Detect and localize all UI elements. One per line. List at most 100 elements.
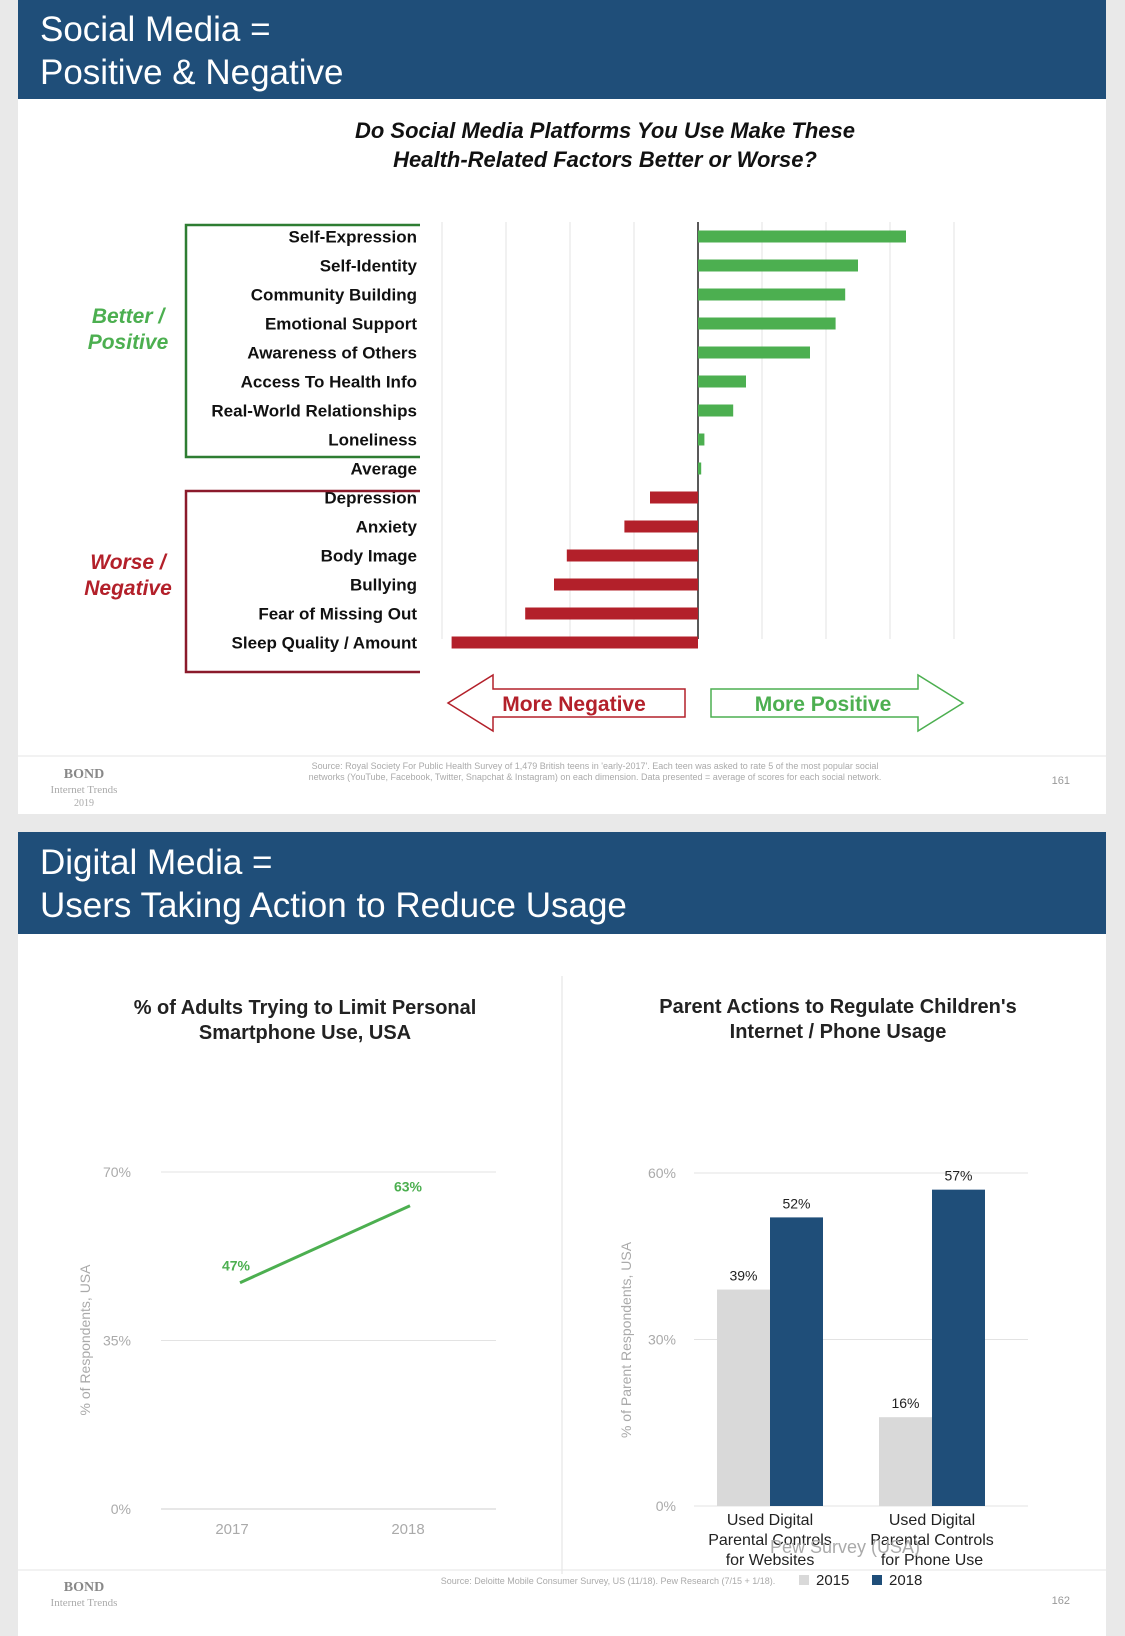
bar-loneliness <box>698 433 705 446</box>
page-number: 162 <box>1052 1595 1070 1607</box>
bar-bullying <box>554 578 698 591</box>
chart-title-line-1: Do Social Media Platforms You Use Make T… <box>355 118 855 143</box>
category-label-phone-use: Used Digital <box>889 1512 975 1529</box>
category-label-websites: for Websites <box>726 1552 815 1569</box>
y-axis-label: % of Parent Respondents, USA <box>618 1241 634 1438</box>
pew-survey-label: Pew Survey (USA) <box>770 1537 920 1557</box>
data-label-2017: 47% <box>222 1258 251 1274</box>
y-tick-label: 0% <box>656 1498 676 1514</box>
left-chart-title-line-2: Smartphone Use, USA <box>199 1022 411 1044</box>
bar-community-building <box>698 288 846 301</box>
health-factors-chart: Do Social Media Platforms You Use Make T… <box>18 118 1106 809</box>
parent-actions-bar-chart: 0% 30% 60% % of Parent Respondents, USA 39% 5… <box>618 1165 1028 1589</box>
smartphone-limit-line-chart: 0% 35% 70% % of Respondents, USA 2017 2018 47%… <box>77 1164 496 1538</box>
y-tick-label: 60% <box>648 1165 676 1181</box>
bar-anxiety <box>624 520 698 533</box>
chart-title-line-2: Health-Related Factors Better or Worse? <box>393 147 817 172</box>
legend-label-2015: 2015 <box>816 1572 849 1589</box>
more-positive-label: More Positive <box>755 693 892 716</box>
more-negative-arrow <box>446 673 686 733</box>
y-tick-label: 30% <box>648 1332 676 1348</box>
page-number: 161 <box>1052 775 1070 787</box>
negative-group-bracket <box>184 489 420 674</box>
bond-year: 2019 <box>74 798 94 809</box>
chart-gridlines <box>441 222 955 639</box>
category-label-phone-use: for Phone Use <box>881 1552 983 1569</box>
x-tick-label-2018: 2018 <box>391 1521 424 1538</box>
bar-sleep-quality-amount <box>451 636 698 649</box>
source-line-1: Source: Royal Society For Public Health … <box>312 761 879 771</box>
data-label-2015-phone-use: 16% <box>891 1395 919 1411</box>
positive-group-bracket <box>184 223 420 459</box>
bar-emotional-support <box>698 317 836 330</box>
data-label-2018-websites: 52% <box>782 1195 810 1211</box>
category-label-self-expression: Self-Expression <box>289 228 418 247</box>
bond-subtitle: Internet Trends <box>51 1597 118 1609</box>
y-tick-label: 35% <box>103 1333 131 1349</box>
slide-header: Digital Media = Users Taking Action to R… <box>18 832 1106 934</box>
category-label-loneliness: Loneliness <box>328 431 417 450</box>
header-line-1: Digital Media = <box>40 843 273 882</box>
bar-depression <box>650 491 698 504</box>
bond-subtitle: Internet Trends <box>51 784 118 796</box>
category-label-depression: Depression <box>324 489 417 508</box>
category-label-awareness-of-others: Awareness of Others <box>247 344 417 363</box>
bar-2015-websites <box>717 1289 770 1506</box>
left-chart-title-line-1: % of Adults Trying to Limit Personal <box>134 997 477 1019</box>
worse-negative-label-2: Negative <box>84 577 172 600</box>
reduce-usage-charts: % of Adults Trying to Limit Personal Sma… <box>18 976 1106 1609</box>
y-axis-label: % of Respondents, USA <box>77 1264 93 1416</box>
header-line-1: Social Media = <box>40 10 271 49</box>
category-label-bullying: Bullying <box>350 576 417 595</box>
bar-real-world-relationships <box>698 404 734 417</box>
slide-header: Social Media = Positive & Negative <box>18 0 1106 99</box>
x-tick-label-2017: 2017 <box>215 1521 248 1538</box>
y-tick-label: 0% <box>111 1501 131 1517</box>
bar-fear-of-missing-out <box>525 607 698 620</box>
header-line-2: Users Taking Action to Reduce Usage <box>40 886 627 925</box>
category-label-real-world-relationships: Real-World Relationships <box>211 402 417 421</box>
bar-self-expression <box>698 230 906 243</box>
chart-bars <box>451 230 906 649</box>
legend-swatch-2018 <box>872 1575 882 1585</box>
bar-2018-websites <box>770 1217 823 1506</box>
series-line <box>239 1204 411 1285</box>
worse-negative-label-1: Worse / <box>90 551 168 574</box>
bar-average <box>698 462 702 475</box>
bar-2018-phone-use <box>932 1189 985 1506</box>
bar-body-image <box>566 549 698 562</box>
more-negative-label: More Negative <box>502 693 646 716</box>
slide-social-media: Social Media = Positive & Negative Do So… <box>18 0 1106 814</box>
better-positive-label-2: Positive <box>88 331 169 354</box>
category-label-emotional-support: Emotional Support <box>265 315 417 334</box>
category-label-access-to-health-info: Access To Health Info <box>241 373 417 392</box>
category-label-average: Average <box>351 460 417 479</box>
category-label-anxiety: Anxiety <box>356 518 418 537</box>
source-line-2: networks (YouTube, Facebook, Twitter, Sn… <box>309 772 882 782</box>
legend-swatch-2015 <box>799 1575 809 1585</box>
bar-awareness-of-others <box>698 346 810 359</box>
category-label-phone-use: Parental Controls <box>870 1532 994 1549</box>
category-label-community-building: Community Building <box>251 286 417 305</box>
right-chart-title-line-1: Parent Actions to Regulate Children's <box>659 996 1016 1018</box>
more-positive-arrow <box>710 673 965 733</box>
category-label-websites: Parental Controls <box>708 1532 832 1549</box>
category-label-sleep-quality-amount: Sleep Quality / Amount <box>232 634 418 653</box>
category-label-websites: Used Digital <box>727 1512 813 1529</box>
bar-self-identity <box>698 259 858 272</box>
category-label-fear-of-missing-out: Fear of Missing Out <box>258 605 417 624</box>
right-chart-title-line-2: Internet / Phone Usage <box>730 1021 947 1043</box>
source-line: Source: Deloitte Mobile Consumer Survey,… <box>441 1576 776 1586</box>
category-label-body-image: Body Image <box>321 547 417 566</box>
y-tick-label: 70% <box>103 1164 131 1180</box>
category-label-self-identity: Self-Identity <box>320 257 418 276</box>
data-label-2018: 63% <box>394 1179 423 1195</box>
bond-logo: BOND <box>64 767 104 782</box>
header-line-2: Positive & Negative <box>40 53 344 92</box>
legend-label-2018: 2018 <box>889 1572 922 1589</box>
data-label-2015-websites: 39% <box>729 1268 757 1284</box>
bar-access-to-health-info <box>698 375 746 388</box>
better-positive-label-1: Better / <box>92 305 167 328</box>
bar-2015-phone-use <box>879 1417 932 1506</box>
slide-digital-media: Digital Media = Users Taking Action to R… <box>18 832 1106 1636</box>
